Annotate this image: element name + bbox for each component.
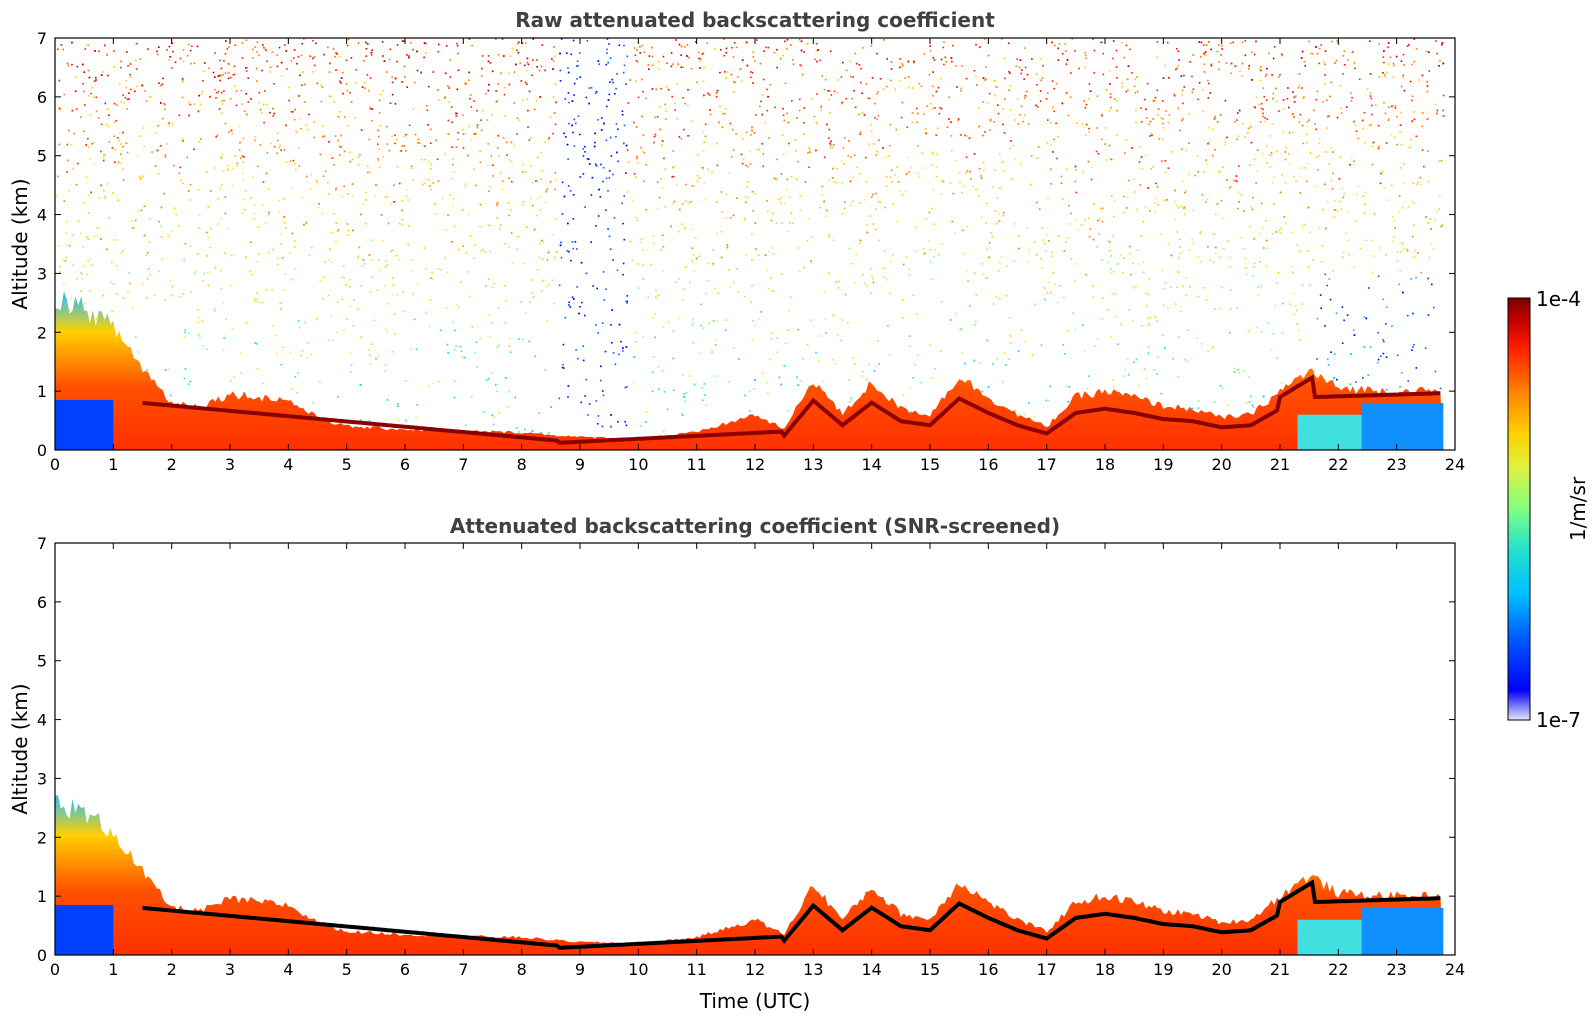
x-tick-label: 15 xyxy=(920,455,940,474)
colorbar-bar xyxy=(1507,297,1531,721)
x-tick-label: 13 xyxy=(803,455,823,474)
x-tick-label: 14 xyxy=(861,960,881,979)
x-tick-label: 1 xyxy=(108,960,118,979)
colorbar-unit-label: 1/m/sr xyxy=(1566,476,1590,541)
panel1-y-ticks: 0 1 2 3 4 5 6 7 xyxy=(37,29,1455,460)
x-tick-label: 11 xyxy=(686,455,706,474)
x-tick-label: 7 xyxy=(458,960,468,979)
x-tick-label: 9 xyxy=(575,455,585,474)
x-tick-label: 14 xyxy=(861,455,881,474)
x-tick-label: 2 xyxy=(167,455,177,474)
near-surface-region xyxy=(1297,919,1362,955)
panel2-title: Attenuated backscattering coefficient (S… xyxy=(450,514,1060,538)
y-tick-label: 5 xyxy=(37,147,47,166)
y-tick-label: 6 xyxy=(37,88,47,107)
raw-backscatter-panel: Raw attenuated backscattering coefficien… xyxy=(8,8,1465,474)
colorbar: 1e-4 1e-7 1/m/sr xyxy=(1507,287,1590,732)
x-tick-label: 19 xyxy=(1153,455,1173,474)
x-tick-label: 9 xyxy=(575,960,585,979)
x-tick-label: 23 xyxy=(1386,455,1406,474)
y-tick-label: 0 xyxy=(37,946,47,965)
x-tick-label: 6 xyxy=(400,960,410,979)
x-tick-label: 4 xyxy=(283,455,293,474)
x-tick-label: 17 xyxy=(1036,455,1056,474)
x-tick-label: 6 xyxy=(400,455,410,474)
near-surface-region xyxy=(1361,402,1444,450)
x-tick-label: 5 xyxy=(342,960,352,979)
x-tick-label: 0 xyxy=(50,960,60,979)
near-surface-region xyxy=(55,399,114,450)
panel2-y-axis-label: Altitude (km) xyxy=(8,683,32,814)
cloud-base-layer xyxy=(142,879,1441,950)
panel2-y-ticks: 0 1 2 3 4 5 6 7 xyxy=(37,534,1455,965)
y-tick-label: 3 xyxy=(37,769,47,788)
y-tick-label: 1 xyxy=(37,887,47,906)
x-tick-label: 2 xyxy=(167,960,177,979)
y-tick-label: 5 xyxy=(37,652,47,671)
x-tick-label: 24 xyxy=(1445,960,1465,979)
x-tick-label: 11 xyxy=(686,960,706,979)
y-tick-label: 6 xyxy=(37,593,47,612)
x-tick-label: 21 xyxy=(1270,960,1290,979)
y-tick-label: 7 xyxy=(37,29,47,48)
x-tick-label: 10 xyxy=(628,960,648,979)
snr-screened-panel: Attenuated backscattering coefficient (S… xyxy=(8,514,1465,1013)
y-tick-label: 2 xyxy=(37,828,47,847)
y-tick-label: 2 xyxy=(37,323,47,342)
x-tick-label: 3 xyxy=(225,455,235,474)
x-tick-label: 19 xyxy=(1153,960,1173,979)
x-tick-label: 0 xyxy=(50,455,60,474)
panel2-x-ticks: 0 1 2 3 4 5 6 7 8 9 10 11 12 13 14 15 16 17 18 19 20 21 22 23 24 xyxy=(50,543,1465,979)
x-tick-label: 22 xyxy=(1328,960,1348,979)
panel1-x-ticks: 0 1 2 3 4 5 6 7 8 9 10 11 12 13 14 15 16 17 18 19 20 21 22 23 24 xyxy=(50,38,1465,474)
x-tick-label: 18 xyxy=(1095,960,1115,979)
x-tick-label: 4 xyxy=(283,960,293,979)
x-tick-label: 3 xyxy=(225,960,235,979)
x-tick-label: 15 xyxy=(920,960,940,979)
x-tick-label: 22 xyxy=(1328,455,1348,474)
x-tick-label: 10 xyxy=(628,455,648,474)
x-tick-label: 1 xyxy=(108,455,118,474)
x-tick-label: 24 xyxy=(1445,455,1465,474)
panel2-frame xyxy=(54,542,1456,956)
x-tick-label: 13 xyxy=(803,960,823,979)
y-tick-label: 1 xyxy=(37,382,47,401)
near-surface-region xyxy=(1361,907,1444,955)
panel1-y-axis-label: Altitude (km) xyxy=(8,178,32,309)
near-surface-region xyxy=(55,904,114,955)
panel1-title: Raw attenuated backscattering coefficien… xyxy=(515,8,995,32)
y-tick-label: 4 xyxy=(37,206,47,225)
x-tick-label: 21 xyxy=(1270,455,1290,474)
x-tick-label: 8 xyxy=(517,960,527,979)
x-tick-label: 17 xyxy=(1036,960,1056,979)
x-tick-label: 18 xyxy=(1095,455,1115,474)
x-tick-label: 23 xyxy=(1386,960,1406,979)
x-tick-label: 12 xyxy=(745,455,765,474)
cloud-base-layer xyxy=(142,374,1441,445)
x-tick-label: 7 xyxy=(458,455,468,474)
x-axis-label: Time (UTC) xyxy=(699,989,811,1013)
x-tick-label: 16 xyxy=(978,455,998,474)
y-tick-label: 7 xyxy=(37,534,47,553)
y-tick-label: 3 xyxy=(37,264,47,283)
y-tick-label: 4 xyxy=(37,711,47,730)
x-tick-label: 20 xyxy=(1211,960,1231,979)
y-tick-label: 0 xyxy=(37,441,47,460)
x-tick-label: 16 xyxy=(978,960,998,979)
colorbar-max-label: 1e-4 xyxy=(1536,287,1581,311)
colorbar-min-label: 1e-7 xyxy=(1536,708,1581,732)
panel1-heatmap xyxy=(55,38,1445,450)
panel2-heatmap xyxy=(55,795,1444,955)
x-tick-label: 8 xyxy=(517,455,527,474)
panel1-frame xyxy=(54,37,1456,451)
x-tick-label: 12 xyxy=(745,960,765,979)
x-tick-label: 5 xyxy=(342,455,352,474)
x-tick-label: 20 xyxy=(1211,455,1231,474)
noise-speckle xyxy=(55,38,1445,434)
near-surface-region xyxy=(1297,414,1362,450)
